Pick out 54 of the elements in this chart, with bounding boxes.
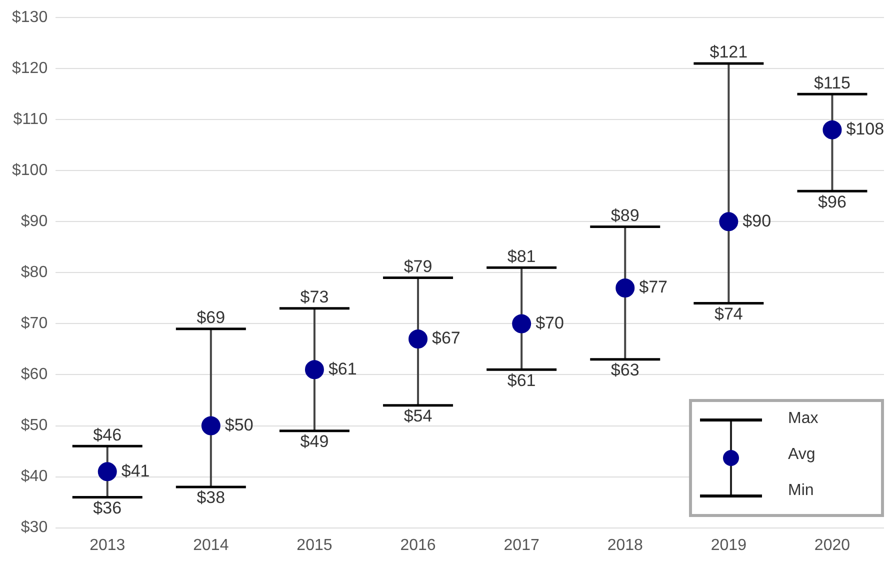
- annotation: $96: [818, 192, 846, 212]
- y-tick-label: $120: [12, 60, 48, 78]
- annotation: $79: [404, 256, 432, 276]
- point: [822, 120, 842, 140]
- annotation: $63: [610, 360, 640, 380]
- y-tick-label: $60: [20, 366, 48, 384]
- x-tick-label: 2014: [193, 536, 229, 554]
- y-tick-label: $90: [20, 213, 48, 230]
- y-tick-label: $80: [20, 264, 48, 282]
- x-tick-label: 2020: [814, 536, 850, 554]
- y-tick-label: $50: [20, 417, 48, 434]
- data-label: $77: [639, 278, 668, 297]
- y-tick-label: $40: [20, 468, 48, 486]
- point: [304, 360, 324, 380]
- data-label: $90: [742, 211, 772, 230]
- point: [408, 330, 428, 349]
- annotation: $38: [196, 488, 226, 508]
- data-label: $108: [846, 120, 884, 139]
- y-tick-label: $100: [12, 162, 48, 180]
- data-label: $50: [224, 415, 254, 434]
- annotation: $121: [710, 42, 748, 62]
- x-tick-label: 2018: [607, 536, 644, 554]
- annotation: $61: [507, 370, 536, 390]
- y-tick-label: $70: [20, 315, 48, 332]
- y-tick-label: $130: [12, 9, 48, 26]
- point: [201, 416, 220, 436]
- data-label: $41: [121, 461, 150, 480]
- y-tick-label: $30: [20, 519, 48, 536]
- point: [616, 278, 635, 298]
- annotation: $46: [93, 425, 122, 444]
- x-tick-label: 2017: [504, 536, 540, 554]
- x-tick-label: 2016: [400, 536, 436, 554]
- y-tick-label: $110: [13, 111, 48, 128]
- annotation: $54: [404, 406, 432, 426]
- key-frame: Max Avg Min: [689, 399, 884, 517]
- point: [719, 212, 738, 232]
- data-label: $67: [432, 328, 460, 348]
- annotation: Max: [788, 410, 818, 428]
- annotation: $49: [300, 432, 329, 452]
- data-label: $61: [328, 359, 357, 378]
- annotation: $115: [814, 73, 851, 92]
- annotation: $73: [300, 288, 329, 307]
- annotation: $69: [196, 308, 226, 328]
- x-tick-label: 2013: [90, 536, 126, 554]
- x-tick-label: 2019: [710, 536, 747, 554]
- x-tick-label: 2015: [296, 536, 332, 554]
- data-label: $70: [536, 313, 564, 332]
- annotation: $36: [93, 498, 122, 518]
- annotation: $74: [714, 304, 743, 324]
- annotation: Min: [788, 482, 814, 500]
- point: [512, 314, 532, 334]
- annotation: $81: [507, 246, 536, 266]
- point: [98, 462, 117, 482]
- annotation: $89: [610, 206, 640, 225]
